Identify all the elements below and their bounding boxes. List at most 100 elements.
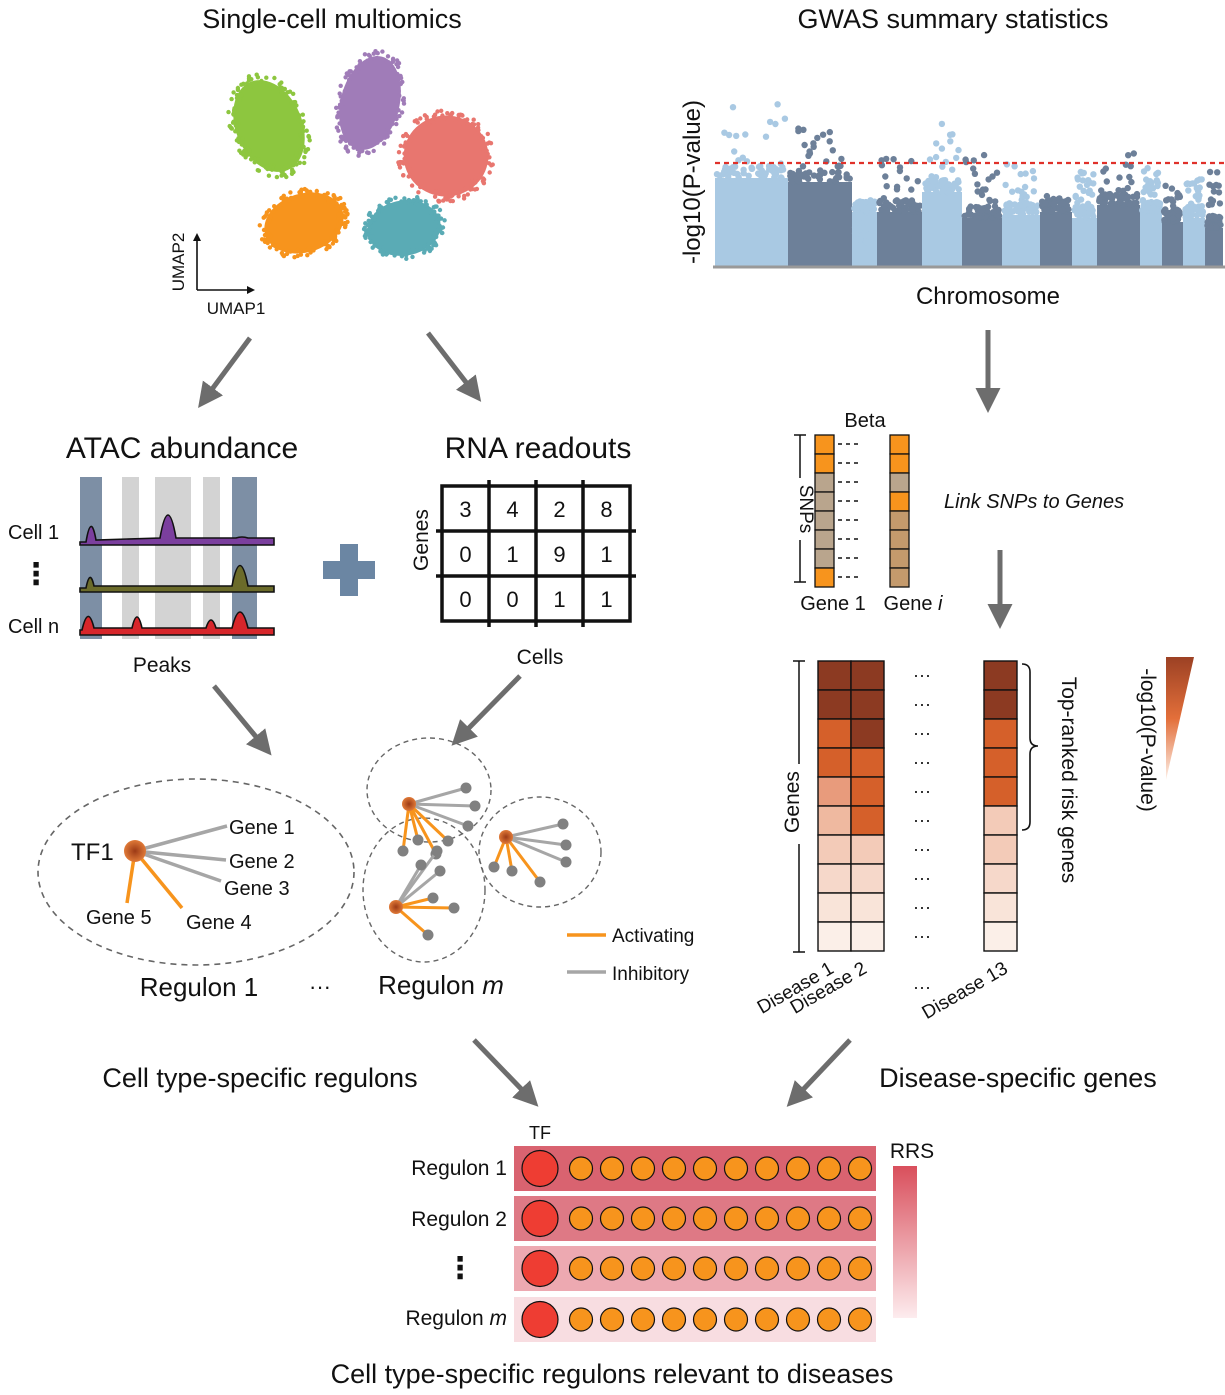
snp-beta-label: Beta [844, 410, 886, 432]
heatmap-cell [817, 834, 852, 865]
snp-cell [814, 434, 835, 455]
legend-activating: Activating [612, 926, 694, 947]
regulon-tf-node [521, 1149, 559, 1188]
manhattan-xlabel: Chromosome [916, 283, 1060, 310]
plus-icon [323, 544, 375, 596]
chromosome-1 [713, 101, 789, 267]
chromosome-14 [1204, 168, 1224, 267]
regulon-1-label: Regulon 1 [140, 972, 259, 1002]
rna-cell-value: 4 [506, 497, 518, 522]
regulon-target-node [785, 1256, 811, 1281]
snp-side-label: SNPs [795, 485, 816, 534]
rna-cell-value: 0 [459, 542, 471, 567]
snp-cell [889, 472, 910, 493]
regulon-score-row-4 [514, 1297, 876, 1342]
chromosome-13 [1182, 176, 1207, 267]
manhattan-plot [713, 101, 1225, 269]
regulon-target-node [568, 1156, 594, 1181]
chromosome-11 [1139, 165, 1164, 267]
regulon-target-node [692, 1206, 718, 1231]
heatmap-row-label: Genes [781, 771, 804, 833]
rrs-scale [893, 1166, 917, 1318]
snp-gene-1-label: Gene 1 [800, 593, 866, 615]
left-caption: Cell type-specific regulons [102, 1063, 417, 1093]
pvalue-scale [1166, 657, 1194, 780]
regulon-target-node [785, 1206, 811, 1231]
regulon-target-node [692, 1307, 718, 1332]
regulon-target-node [785, 1307, 811, 1332]
regulon-target-node [816, 1206, 842, 1231]
heatmap-cell [983, 689, 1018, 720]
regulon-score-rows [514, 1146, 876, 1342]
rna-cell-value: 3 [459, 497, 471, 522]
regulon-target-node [847, 1307, 873, 1332]
regulon-gene-1-label: Gene 1 [229, 817, 295, 839]
umap-axes [193, 233, 255, 294]
snp-cell [889, 434, 910, 455]
heatmap-cell [850, 660, 885, 691]
atac-tracks [79, 477, 275, 639]
heatmap-ellipsis: ··· [913, 839, 931, 859]
regulon-target-node [568, 1256, 594, 1281]
heatmap-cell [817, 892, 852, 923]
regulon-gene-2-label: Gene 2 [229, 851, 295, 873]
rna-cell-value: 0 [459, 587, 471, 612]
heatmap-cell [850, 892, 885, 923]
bottom-tf-label: TF [529, 1123, 551, 1143]
heatmap-cell [983, 892, 1018, 923]
umap-cluster-purple [334, 49, 407, 158]
heatmap-cell [817, 863, 852, 894]
snp-cell [889, 510, 910, 531]
atac-peaks-label: Peaks [133, 654, 191, 677]
right-caption: Disease-specific genes [879, 1063, 1157, 1093]
rna-cell-value: 0 [506, 587, 518, 612]
atac-cell-n-label: Cell n [8, 616, 59, 638]
regulon-target-node [568, 1307, 594, 1332]
arrow-atac-to-regulon [212, 684, 272, 756]
regulon-target-node [630, 1206, 656, 1231]
arrow-genes-to-result [786, 1038, 852, 1107]
heatmap-genes-bracket [790, 660, 808, 953]
umap-cluster-orange [257, 186, 350, 260]
heatmap-cell [817, 660, 852, 691]
rna-row-label: Genes [410, 509, 433, 571]
regulon-tf-node [521, 1300, 559, 1339]
regulon-target-node [599, 1156, 625, 1181]
regulon-gene-3-label: Gene 3 [224, 878, 290, 900]
rna-cell-value: 1 [600, 542, 612, 567]
regulon-target-node [847, 1206, 873, 1231]
pvalue-scale-label: -log10(P-value) [1136, 668, 1159, 812]
regulon-tf-node [521, 1249, 559, 1288]
snp-bracket [792, 434, 808, 583]
heatmap-ellipsis: ··· [913, 694, 931, 714]
regulon-gene-4-label: Gene 4 [186, 912, 252, 934]
regulon-target-node [723, 1206, 749, 1231]
chromosome-12 [1160, 182, 1184, 267]
regulon-target-node [816, 1307, 842, 1332]
regulon-ellipsis: ··· [309, 974, 331, 999]
atac-title: ATAC abundance [66, 432, 298, 465]
snp-cell [814, 491, 835, 512]
right-title: GWAS summary statistics [797, 4, 1108, 34]
umap-plot: UMAP2 UMAP1 [169, 49, 495, 318]
heatmap-ellipsis: ··· [913, 752, 931, 772]
regulon-target-node [723, 1256, 749, 1281]
atac-track-cell-1 [79, 514, 275, 546]
left-title: Single-cell multiomics [202, 4, 462, 34]
regulon-1-network [37, 778, 355, 966]
regulon-target-node [816, 1256, 842, 1281]
atac-track-cell-dots [79, 564, 275, 593]
arrow-umap-to-atac [198, 336, 253, 409]
heatmap-cell [817, 776, 852, 807]
heatmap-cell [850, 863, 885, 894]
snp-cell [814, 510, 835, 531]
umap-cluster-teal [361, 195, 447, 261]
heatmap-cell [850, 805, 885, 836]
regulon-target-node [568, 1206, 594, 1231]
snp-cell [889, 491, 910, 512]
rna-cell-value: 8 [600, 497, 612, 522]
regulon-target-node [599, 1256, 625, 1281]
regulon-target-node [661, 1307, 687, 1332]
regulon-target-node [754, 1307, 780, 1332]
